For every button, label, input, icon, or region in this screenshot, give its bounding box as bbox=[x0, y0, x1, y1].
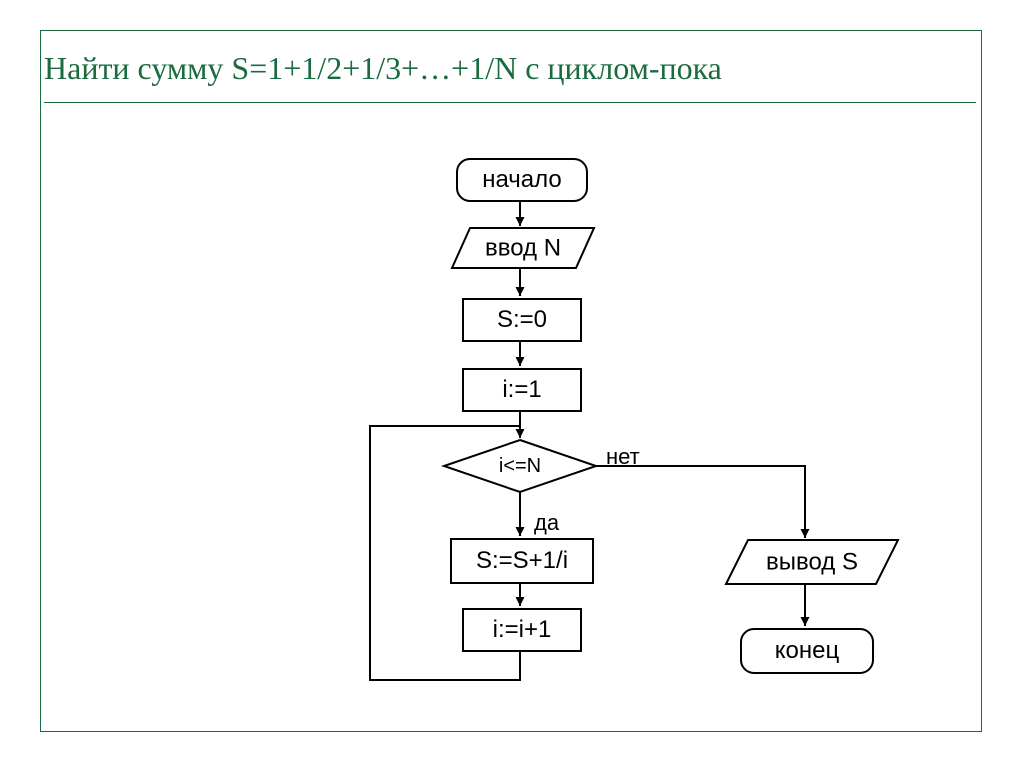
node-body: S:=S+1/i bbox=[450, 538, 594, 584]
node-inc: i:=i+1 bbox=[462, 608, 582, 652]
node-start: начало bbox=[456, 158, 588, 202]
slide-title: Найти сумму S=1+1/2+1/3+…+1/N с циклом-п… bbox=[44, 50, 722, 87]
edge-label-да: да bbox=[534, 510, 559, 536]
edge-label-нет: нет bbox=[606, 444, 640, 470]
node-end: конец bbox=[740, 628, 874, 674]
node-s0: S:=0 bbox=[462, 298, 582, 342]
title-underline bbox=[44, 102, 976, 103]
node-i1: i:=1 bbox=[462, 368, 582, 412]
